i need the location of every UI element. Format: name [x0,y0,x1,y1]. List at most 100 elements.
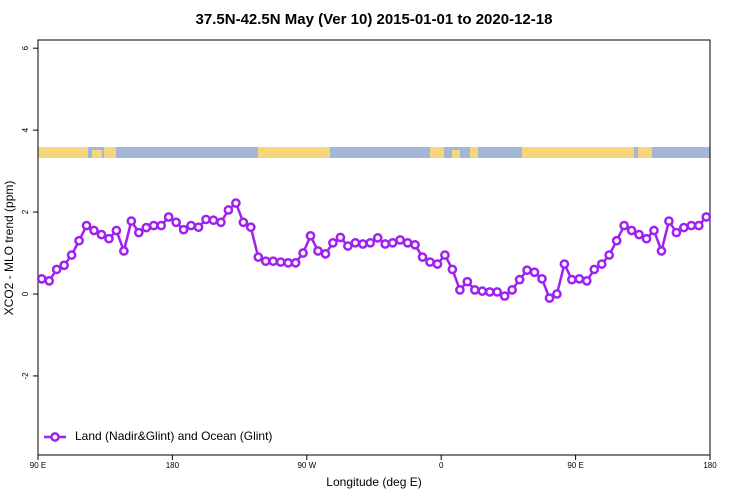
point [133,227,144,238]
point [641,233,652,244]
point [51,264,62,275]
point [425,257,435,267]
x-tick-label: 180 [166,461,180,470]
x-axis-label: Longitude (deg E) [326,475,421,489]
point [298,248,308,258]
point [589,264,600,275]
point [350,237,361,248]
y-axis-label: XCO2 - MLO trend (ppm) [2,181,16,316]
point [253,252,264,262]
point [111,225,122,236]
x-tick-label: 180 [703,461,717,470]
point [686,220,697,231]
point [440,250,450,260]
point [141,222,152,233]
point [634,229,644,240]
point [313,246,323,256]
x-tick-label: 90 E [567,461,583,470]
series-line [41,200,708,300]
point [156,220,167,231]
point [335,232,346,243]
point [387,237,398,248]
point [148,220,159,231]
point [701,212,712,222]
point [275,257,286,267]
point [664,216,674,226]
point [462,276,473,287]
y-tick-label: 6 [21,45,30,50]
point [410,239,420,250]
point [656,246,667,256]
point [104,233,114,244]
chart-title: 37.5N-42.5N May (Ver 10) 2015-01-01 to 2… [196,11,553,28]
point [245,222,256,233]
point [649,225,659,236]
point [328,237,338,248]
x-tick-label: 90 W [297,461,316,470]
point [283,258,293,268]
point [365,237,376,248]
point [679,222,689,233]
point [260,256,271,267]
x-tick-label: 90 E [30,461,46,470]
point [447,264,458,275]
point [402,237,413,248]
point [596,259,607,269]
point [455,285,465,295]
point [96,229,107,240]
point [581,276,592,286]
point [671,227,682,238]
point [320,248,331,259]
point [417,252,428,262]
point [171,217,181,228]
point [574,273,585,284]
point [395,235,405,245]
point [186,220,196,231]
point [537,273,547,284]
point [305,230,316,241]
point [492,287,503,297]
point [529,267,540,278]
point [216,217,226,228]
point [66,250,77,260]
x-tick-label: 0 [439,461,444,470]
point [163,212,174,222]
point [81,220,92,231]
plot-frame [37,39,711,456]
point [208,215,219,226]
point [193,222,204,233]
point [619,220,629,231]
point [290,258,301,268]
point [231,198,241,208]
point [89,225,99,236]
point [432,259,443,269]
point [477,286,488,296]
point [469,285,480,295]
point [693,220,704,231]
point [611,235,622,246]
point [604,250,615,260]
y-tick-label: -2 [21,372,30,380]
point [522,265,532,276]
point [514,274,525,285]
point [484,287,495,297]
point [36,273,47,284]
legend-label: Land (Nadir&Glint) and Ocean (Glint) [75,429,272,443]
point [499,291,510,301]
point [238,217,249,228]
point [559,259,570,269]
point [357,239,368,249]
point [44,276,55,286]
point [544,293,555,303]
point [372,233,383,243]
map-strip [38,147,710,158]
point [59,260,69,271]
y-tick-label: 2 [21,209,30,214]
point [380,239,391,249]
point [178,224,189,235]
legend-marker [50,432,60,442]
point [126,216,137,226]
point [119,246,129,256]
point [552,289,562,299]
